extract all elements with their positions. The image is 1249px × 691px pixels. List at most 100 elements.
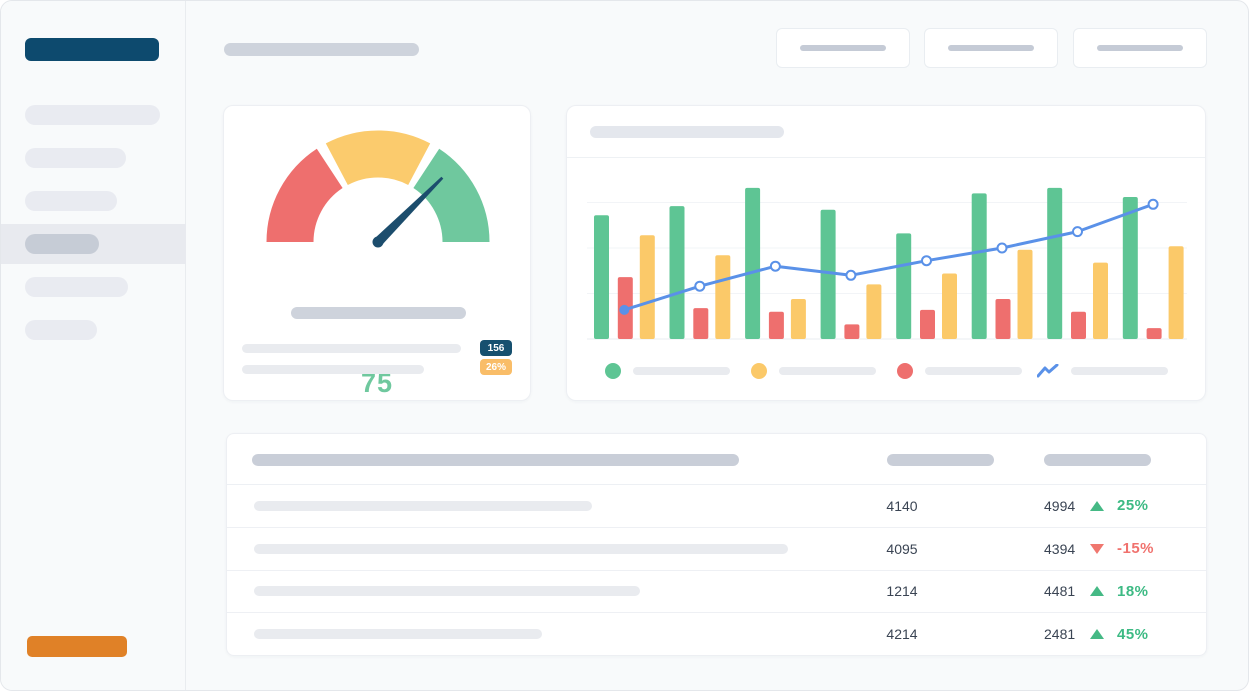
table-row-4[interactable]: 4214 2481 45% [227, 612, 1206, 655]
trend-up-icon [1090, 629, 1104, 640]
sidebar [1, 1, 186, 690]
gauge-chart [266, 130, 490, 248]
nav-label-placeholder [25, 234, 99, 254]
table-row-3[interactable]: 1214 4481 18% [227, 569, 1206, 613]
series-yellow-bar-8 [1168, 246, 1184, 339]
data-table-card: 4140 4994 25% 4095 4394 -15% 1214 4481 18% 4214 24… [226, 433, 1207, 656]
line-point-1 [619, 304, 630, 315]
series-green-bar-8 [1122, 197, 1138, 339]
row-label-placeholder [254, 543, 788, 554]
series-yellow-bar-7 [1093, 262, 1108, 339]
legend-item-3[interactable] [897, 362, 1022, 379]
change-percent: 25% [1117, 497, 1149, 515]
row-label-placeholder [254, 629, 542, 640]
value-b-cell: 4394 -15% [1044, 528, 1154, 570]
value-a-cell: 4214 [886, 626, 918, 643]
column-header-placeholder [887, 454, 994, 466]
sidebar-item-4[interactable] [1, 224, 186, 264]
percent-badge: 26% [480, 359, 512, 375]
value-b-cell: 4481 18% [1044, 571, 1149, 613]
series-green-bar-7 [1047, 187, 1063, 339]
legend-item-4[interactable] [1037, 362, 1168, 379]
value-b-number: 4994 [1044, 497, 1076, 514]
column-header-placeholder [1044, 454, 1151, 466]
button-label-placeholder [948, 45, 1034, 51]
table-row-1[interactable]: 4140 4994 25% [227, 485, 1206, 527]
trend-line [622, 202, 1155, 312]
column-header-placeholder [252, 454, 739, 466]
line-point-4 [845, 269, 857, 281]
change-percent: 45% [1117, 625, 1149, 643]
gauge-segment-high [412, 148, 490, 243]
logo-placeholder [25, 38, 159, 61]
gauge-label-placeholder [291, 307, 466, 319]
series-red-bar-4 [844, 324, 860, 339]
series-yellow-bar-4 [866, 284, 882, 339]
series-green-bar-4 [820, 209, 836, 339]
trend-up-icon [1090, 500, 1104, 511]
series-green-bar-6 [971, 193, 987, 339]
nav-label-placeholder [25, 191, 117, 211]
header-button-2[interactable] [924, 28, 1058, 68]
gauge-segment-mid [325, 130, 431, 186]
line-point-2 [694, 280, 706, 292]
value-a-cell: 1214 [886, 583, 918, 600]
series-red-bar-5 [920, 309, 935, 339]
series-yellow-bar-3 [790, 299, 806, 339]
line-point-6 [996, 242, 1008, 254]
value-a-cell: 4095 [886, 540, 918, 557]
value-b-number: 4481 [1044, 583, 1076, 600]
bar-chart-card [566, 105, 1206, 401]
series-red-bar-8 [1146, 328, 1162, 339]
series-red-bar-2 [693, 308, 709, 339]
header-button-3[interactable] [1073, 28, 1207, 68]
series-green-bar-3 [745, 187, 761, 339]
value-b-cell: 4994 25% [1044, 485, 1149, 527]
line-point-7 [1072, 226, 1083, 238]
legend-label-placeholder [925, 366, 1022, 375]
nav-label-placeholder [25, 277, 128, 297]
sidebar-item-6[interactable] [1, 320, 186, 340]
gauge-card: 75 156 26% [223, 105, 531, 401]
legend-item-1[interactable] [605, 362, 730, 379]
stat-line-placeholder [242, 365, 424, 374]
series-red-bar-3 [768, 311, 784, 339]
series-green-bar-2 [669, 206, 685, 339]
page-title-placeholder [224, 43, 419, 56]
nav-label-placeholder [25, 148, 126, 168]
nav-label-placeholder [25, 320, 97, 340]
nav-label-placeholder [25, 105, 160, 125]
change-percent: 18% [1117, 582, 1149, 600]
legend-item-2[interactable] [751, 362, 876, 379]
gauge-needle [374, 176, 444, 246]
series-yellow-bar-1 [639, 235, 655, 339]
gauge-needle-hub [372, 236, 384, 248]
sidebar-item-3[interactable] [1, 191, 186, 211]
value-b-number: 4394 [1044, 540, 1076, 557]
line-point-8 [1147, 198, 1159, 210]
legend-dot-icon [897, 362, 913, 379]
change-percent: -15% [1117, 540, 1155, 558]
chart-title-placeholder [590, 126, 784, 138]
legend-label-placeholder [779, 366, 876, 375]
legend-line-icon [1037, 363, 1059, 377]
series-green-bar-1 [594, 215, 609, 339]
series-yellow-bar-5 [942, 273, 957, 339]
sidebar-item-5[interactable] [1, 277, 186, 297]
header-button-1[interactable] [776, 28, 910, 68]
sidebar-item-2[interactable] [1, 148, 186, 168]
series-red-bar-7 [1071, 311, 1086, 339]
value-b-number: 2481 [1044, 626, 1076, 643]
value-a-cell: 4140 [886, 497, 918, 514]
table-row-2[interactable]: 4095 4394 -15% [227, 526, 1206, 570]
count-badge: 156 [480, 340, 512, 356]
button-label-placeholder [800, 45, 886, 51]
sidebar-item-1[interactable] [1, 105, 186, 125]
series-yellow-bar-6 [1017, 249, 1033, 339]
line-point-3 [769, 260, 781, 272]
legend-label-placeholder [633, 366, 730, 375]
gauge-segment-low [266, 148, 344, 243]
sidebar-cta-button[interactable] [27, 636, 127, 657]
legend-dot-icon [751, 362, 767, 379]
